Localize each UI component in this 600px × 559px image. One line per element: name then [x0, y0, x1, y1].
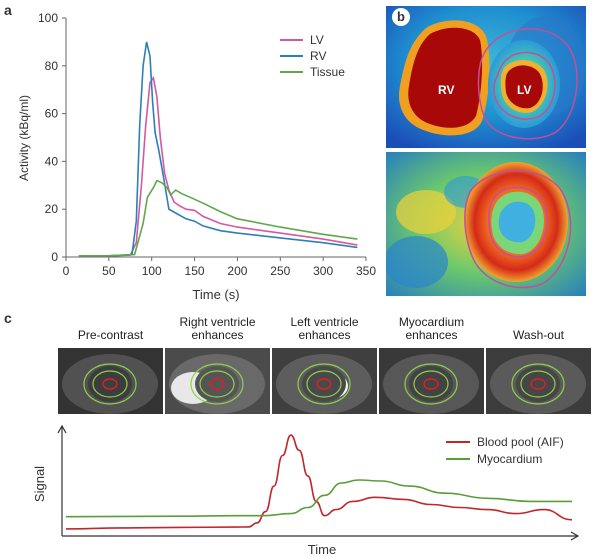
rv-label: RV: [438, 83, 454, 97]
blood-pool-curve: [65, 434, 573, 530]
x-tick-label: 100: [142, 264, 162, 278]
series-line-tissue: [78, 179, 358, 257]
mri-caption-line1: Right ventricle: [179, 315, 256, 329]
activity-chart-xlabel: Time (s): [192, 287, 239, 302]
panel-label-b: b: [392, 8, 410, 26]
mri-frame-image: [165, 348, 270, 414]
y-axis-arrow: [57, 424, 67, 434]
mri-caption-line2: enhances: [298, 328, 351, 342]
mri-frame-caption: Right ventricle enhances: [165, 316, 270, 346]
pet-heatmap-images: RV LV: [386, 6, 586, 296]
mri-caption-line2: enhances: [405, 328, 458, 342]
panel-label-c: c: [4, 310, 12, 326]
legend-label-lv: LV: [310, 33, 324, 47]
signal-chart-ylabel: Signal: [32, 466, 47, 502]
mri-frame-caption: Wash-out: [486, 316, 591, 346]
activity-chart: 0 20 40 60 80 100 0 50 100 150 200 250 300 350 LV RV Ti…: [17, 11, 376, 302]
myocardium-curve: [65, 479, 572, 518]
legend-label-rv: RV: [310, 49, 326, 63]
legend-label-tissue: Tissue: [310, 65, 345, 79]
x-tick-label: 350: [356, 264, 376, 278]
series-line-rv: [78, 41, 358, 257]
heatmap-bottom: [386, 152, 586, 296]
mri-caption-line1: Pre-contrast: [77, 328, 144, 342]
signal-chart-xlabel: Time: [308, 542, 336, 557]
mri-frame-caption: Left ventricle enhances: [272, 316, 377, 346]
y-tick-label: 20: [45, 202, 59, 216]
legend-label-blood-pool: Blood pool (AIF): [477, 435, 564, 449]
mri-frame-caption: Myocardium enhances: [379, 316, 484, 346]
mri-frame-image: [379, 348, 484, 414]
x-tick-label: 150: [185, 264, 205, 278]
mri-caption-line1: Myocardium: [398, 315, 465, 329]
x-tick-label: 0: [63, 264, 70, 278]
mri-caption-line2: enhances: [191, 328, 244, 342]
signal-chart: Blood pool (AIF) Myocardium Time Signal: [32, 424, 580, 557]
x-tick-label: 200: [227, 264, 247, 278]
y-tick-label: 40: [45, 154, 59, 168]
mri-caption-line1: Wash-out: [513, 328, 564, 342]
x-axis-arrow: [570, 531, 580, 541]
lv-label: LV: [517, 83, 531, 97]
mri-frame-image: [58, 348, 163, 414]
panel-label-a: a: [4, 2, 12, 18]
heatmap-top: RV LV: [386, 6, 586, 148]
mri-frame-image: [272, 348, 377, 414]
x-tick-label: 50: [102, 264, 116, 278]
legend-label-myocardium: Myocardium: [477, 452, 542, 466]
y-tick-label: 60: [45, 107, 59, 121]
mri-frame-caption: Pre-contrast: [58, 316, 163, 346]
x-tick-label: 250: [270, 264, 290, 278]
activity-chart-ylabel: Activity (kBq/ml): [17, 95, 31, 181]
y-tick-label: 100: [38, 11, 58, 25]
y-tick-label: 80: [45, 59, 59, 73]
mri-frame-image: [486, 348, 591, 414]
y-tick-label: 0: [51, 250, 58, 264]
series-line-lv: [78, 75, 358, 257]
x-tick-label: 300: [313, 264, 333, 278]
mri-caption-line1: Left ventricle: [290, 315, 359, 329]
mri-frame-strip: Pre-contrast Right ventricle enhances Left …: [58, 316, 598, 416]
